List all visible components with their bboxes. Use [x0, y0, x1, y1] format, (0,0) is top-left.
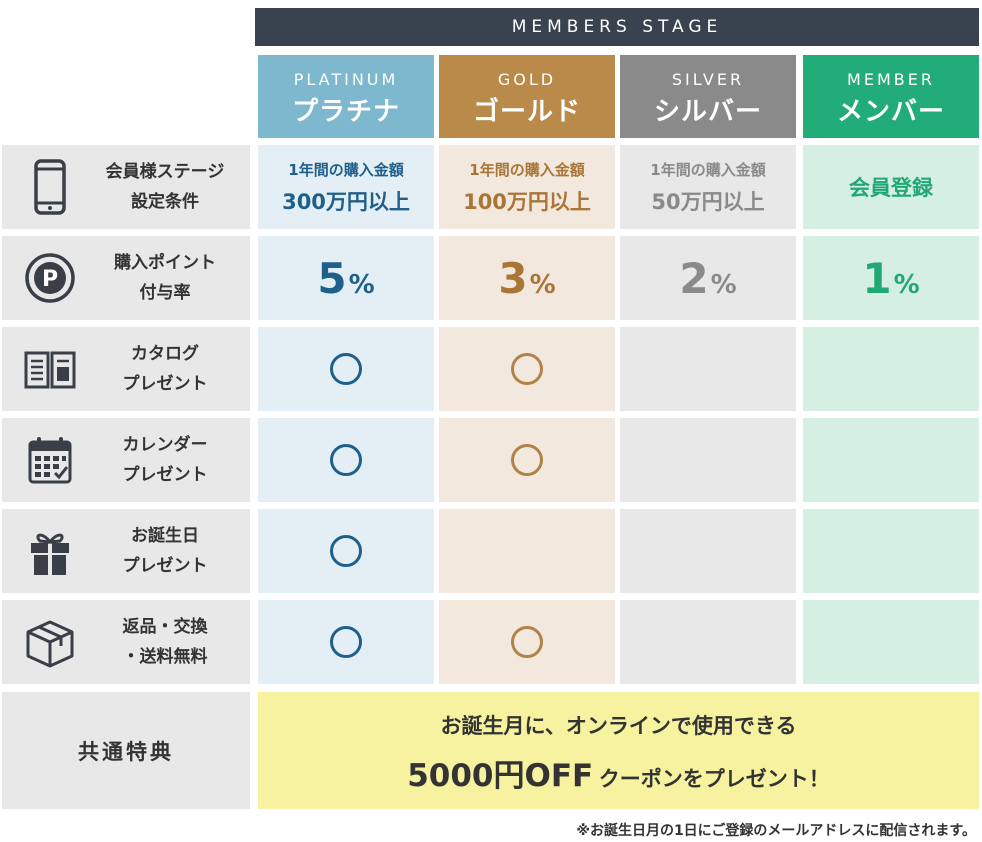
circle-mark [330, 535, 362, 567]
common-benefit-label: 共通特典 [2, 692, 250, 809]
tier-name-jp: シルバー [653, 97, 762, 127]
cell-gold-birthday [439, 509, 615, 593]
feature-cell: 会員様ステージ 設定条件 [2, 145, 250, 229]
row-birthday-present: お誕生日 プレゼント [0, 509, 982, 593]
tier-name-en: MEMBER [847, 70, 935, 89]
condition-amount: 100万円以上 [463, 189, 591, 214]
gift-icon [31, 533, 69, 575]
cell-silver-points: 2% [620, 236, 796, 320]
common-benefit-line1: お誕生月に、オンラインで使用できる [440, 714, 797, 738]
tier-name-jp: ゴールド [472, 97, 581, 127]
cell-silver-calendar [620, 418, 796, 502]
circle-mark [511, 444, 543, 476]
feature-label: 返品・交換 ・送料無料 [122, 617, 208, 667]
cell-silver-birthday [620, 509, 796, 593]
cell-member-catalog [803, 327, 979, 411]
coupon-text: クーポンをプレゼント！ [598, 767, 830, 791]
feature-cell: カタログ プレゼント [2, 327, 250, 411]
circle-mark [330, 626, 362, 658]
cell-silver-returns [620, 600, 796, 684]
point-rate: 5% [317, 253, 375, 303]
feature-label: カタログ プレゼント [122, 344, 208, 394]
open-book-icon [24, 351, 76, 389]
condition-text: 1年間の購入金額 [288, 160, 404, 179]
calendar-icon [28, 437, 72, 484]
cell-member-points: 1% [803, 236, 979, 320]
point-p-icon: P [25, 253, 75, 303]
feature-label: カレンダー プレゼント [122, 435, 208, 485]
feature-label: 会員様ステージ 設定条件 [105, 162, 225, 212]
cell-platinum-condition: 1年間の購入金額 300万円以上 [258, 145, 434, 229]
members-stage-header: MEMBERS STAGE [255, 8, 979, 46]
cell-platinum-calendar [258, 418, 434, 502]
common-benefit-box: お誕生月に、オンラインで使用できる 5000円OFF クーポンをプレゼント！ [258, 692, 979, 809]
condition-amount: 50万円以上 [651, 189, 765, 214]
tier-header-platinum: PLATINUM プラチナ [258, 55, 434, 138]
cell-gold-returns [439, 600, 615, 684]
circle-mark [330, 353, 362, 385]
cell-gold-catalog [439, 327, 615, 411]
tier-header-silver: SILVER シルバー [620, 55, 796, 138]
cell-gold-points: 3% [439, 236, 615, 320]
cell-gold-condition: 1年間の購入金額 100万円以上 [439, 145, 615, 229]
cell-gold-calendar [439, 418, 615, 502]
tier-name-en: GOLD [497, 70, 557, 89]
point-rate: 1% [862, 253, 920, 303]
circle-mark [511, 626, 543, 658]
feature-label: 購入ポイント 付与率 [114, 253, 216, 303]
tier-name-en: SILVER [671, 70, 745, 89]
feature-cell: カレンダー プレゼント [2, 418, 250, 502]
row-returns-shipping: 返品・交換 ・送料無料 [0, 600, 982, 684]
cell-platinum-points: 5% [258, 236, 434, 320]
condition-amount: 300万円以上 [282, 189, 410, 214]
condition-text: 会員登録 [849, 176, 933, 200]
box-icon [26, 620, 74, 668]
cell-platinum-returns [258, 600, 434, 684]
condition-text: 1年間の購入金額 [650, 160, 766, 179]
tier-name-en: PLATINUM [293, 70, 399, 89]
footnote: ※お誕生日月の1日にご登録のメールアドレスに配信されます。 [576, 823, 976, 839]
feature-cell: お誕生日 プレゼント [2, 509, 250, 593]
condition-text: 1年間の購入金額 [469, 160, 585, 179]
circle-mark [511, 353, 543, 385]
cell-platinum-catalog [258, 327, 434, 411]
tier-header-gold: GOLD ゴールド [439, 55, 615, 138]
circle-mark [330, 444, 362, 476]
cell-platinum-birthday [258, 509, 434, 593]
cell-member-condition: 会員登録 [803, 145, 979, 229]
tier-header-member: MEMBER メンバー [803, 55, 979, 138]
row-calendar-present: カレンダー プレゼント [0, 418, 982, 502]
feature-cell: P 購入ポイント 付与率 [2, 236, 250, 320]
cell-silver-condition: 1年間の購入金額 50万円以上 [620, 145, 796, 229]
smartphone-icon [34, 159, 66, 215]
cell-member-calendar [803, 418, 979, 502]
svg-text:P: P [42, 267, 58, 292]
tier-name-jp: プラチナ [291, 97, 400, 127]
feature-cell: 返品・交換 ・送料無料 [2, 600, 250, 684]
common-benefit-line2: 5000円OFF クーポンをプレゼント！ [258, 750, 979, 795]
coupon-amount: 5000円OFF [407, 758, 594, 794]
row-stage-condition: 会員様ステージ 設定条件 1年間の購入金額 300万円以上 1年間の購入金額 10… [0, 145, 982, 229]
tier-name-jp: メンバー [836, 97, 945, 127]
cell-member-birthday [803, 509, 979, 593]
point-rate: 3% [498, 253, 556, 303]
row-catalog-present: カタログ プレゼント [0, 327, 982, 411]
cell-silver-catalog [620, 327, 796, 411]
feature-label: お誕生日 プレゼント [122, 526, 208, 576]
cell-member-returns [803, 600, 979, 684]
row-point-rate: P 購入ポイント 付与率 5% 3% 2% 1% [0, 236, 982, 320]
point-rate: 2% [679, 253, 737, 303]
